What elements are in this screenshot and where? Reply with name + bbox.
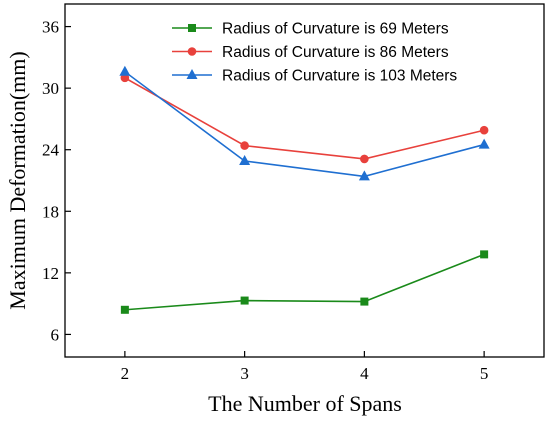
x-tick-label: 5	[480, 364, 489, 383]
series-line	[124, 77, 485, 160]
legend-item: Radius of Curvature is 69 Meters	[172, 21, 449, 38]
data-point	[478, 138, 490, 149]
legend-label: Radius of Curvature is 86 Meters	[222, 44, 449, 61]
series-3	[119, 65, 490, 181]
legend-swatch-marker	[188, 24, 196, 32]
y-tick-label: 12	[42, 264, 59, 283]
y-tick-label: 36	[42, 18, 59, 37]
y-tick-label: 30	[42, 79, 59, 98]
x-axis: 2 3 4 5	[121, 351, 489, 383]
series-layer	[119, 65, 490, 314]
legend-item: Radius of Curvature is 103 Meters	[172, 68, 457, 85]
data-point	[358, 170, 370, 181]
legend-label: Radius of Curvature is 103 Meters	[222, 68, 457, 85]
x-tick-label: 3	[240, 364, 249, 383]
y-tick-label: 6	[51, 325, 60, 344]
y-axis-title: Maximum Deformation(mm)	[5, 51, 30, 309]
legend-swatch-marker	[187, 47, 197, 56]
data-point	[360, 154, 369, 164]
data-point	[239, 155, 251, 166]
data-point	[240, 296, 249, 305]
y-axis: 6 12 18 24 30 36	[42, 18, 71, 344]
x-axis-title: The Number of Spans	[208, 391, 402, 416]
data-point	[120, 305, 129, 314]
series-line	[124, 253, 485, 311]
y-tick-label: 24	[42, 141, 60, 160]
series-line	[124, 71, 485, 178]
legend-label: Radius of Curvature is 69 Meters	[222, 21, 449, 38]
data-point	[240, 141, 249, 150]
x-tick-label: 4	[360, 364, 369, 383]
legend: Radius of Curvature is 69 Meters Radius o…	[172, 21, 457, 85]
series-2	[120, 73, 489, 164]
legend-swatch-marker	[186, 69, 198, 79]
data-point	[360, 297, 369, 306]
data-point	[119, 65, 131, 76]
data-point	[479, 125, 489, 135]
data-point	[480, 250, 489, 259]
y-tick-label: 18	[42, 202, 59, 221]
data-point	[120, 73, 130, 83]
series-1	[120, 250, 489, 314]
legend-item: Radius of Curvature is 86 Meters	[172, 44, 449, 61]
plot-frame	[64, 3, 545, 358]
x-tick-label: 2	[121, 364, 130, 383]
